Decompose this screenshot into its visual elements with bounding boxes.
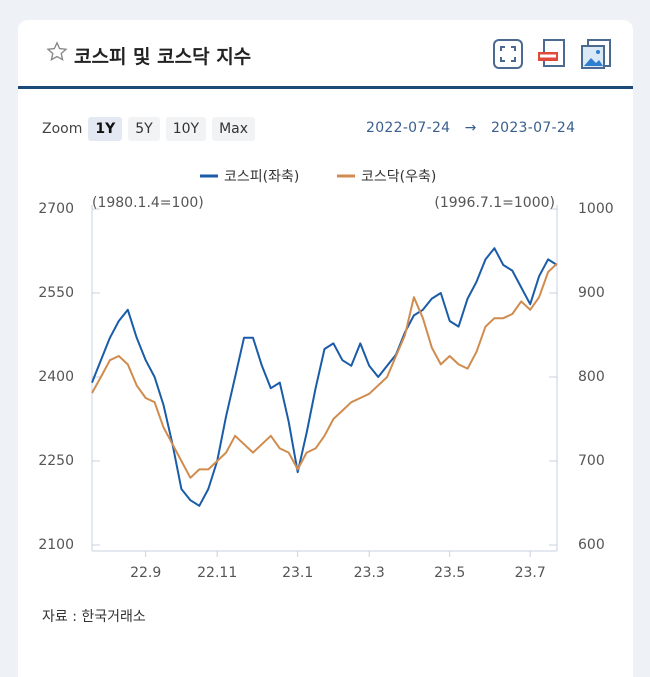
y2-tick-label: 600 <box>578 537 605 553</box>
zoom-button[interactable]: 1Y <box>88 117 123 141</box>
date-to: 2023-07-24 <box>490 120 576 136</box>
zoom-button[interactable]: 10Y <box>165 117 207 141</box>
x-tick-label: 23.1 <box>282 565 313 581</box>
y-tick-label: 2700 <box>38 201 74 217</box>
x-tick-label: 22.11 <box>197 565 237 581</box>
zoom-buttons: 1Y 5Y 10Y Max <box>88 117 256 141</box>
zoom-button[interactable]: Max <box>212 117 256 141</box>
y2-tick-label: 900 <box>578 285 605 301</box>
data-download-icon[interactable] <box>538 39 565 67</box>
y-tick-label: 2550 <box>38 285 74 301</box>
header: 코스피 및 코스닥 지수 <box>18 20 633 89</box>
annotation: (1980.1.4=100) <box>92 195 204 211</box>
source: 자료 : 한국거래소 <box>42 609 146 625</box>
zoom-label: Zoom <box>42 121 83 137</box>
x-tick-label: 23.7 <box>515 565 546 581</box>
arrow: → <box>464 120 477 136</box>
series-line <box>91 247 558 507</box>
y-tick-label: 2100 <box>38 537 74 553</box>
legend-label: 코스피(좌축) <box>224 169 299 185</box>
y2-tick-label: 800 <box>578 369 605 385</box>
y-tick-label: 2400 <box>38 369 74 385</box>
date-range: 2022-07-24 → 2023-07-24 <box>366 120 575 136</box>
legend-label: 코스닥(우축) <box>361 169 436 185</box>
x-tick-label: 23.3 <box>354 565 385 581</box>
x-tick-label: 22.9 <box>130 565 161 581</box>
y2-tick-label: 700 <box>578 453 605 469</box>
favorite-star[interactable] <box>46 41 68 63</box>
series-line <box>91 262 558 479</box>
y2-tick-label: 1000 <box>578 201 614 217</box>
zoom-controls: Zoom 1Y 5Y 10Y Max <box>42 117 256 141</box>
zoom-button[interactable]: 5Y <box>128 117 160 141</box>
annotation: (1996.7.1=1000) <box>434 195 555 211</box>
expand-icon[interactable] <box>493 39 523 69</box>
date-from: 2022-07-24 <box>366 120 451 136</box>
image-download-icon[interactable] <box>581 39 611 69</box>
toolbar-icons <box>493 39 611 69</box>
card-title: 코스피 및 코스닥 지수 <box>74 46 252 68</box>
x-tick-label: 23.5 <box>434 565 465 581</box>
y-tick-label: 2250 <box>38 453 74 469</box>
